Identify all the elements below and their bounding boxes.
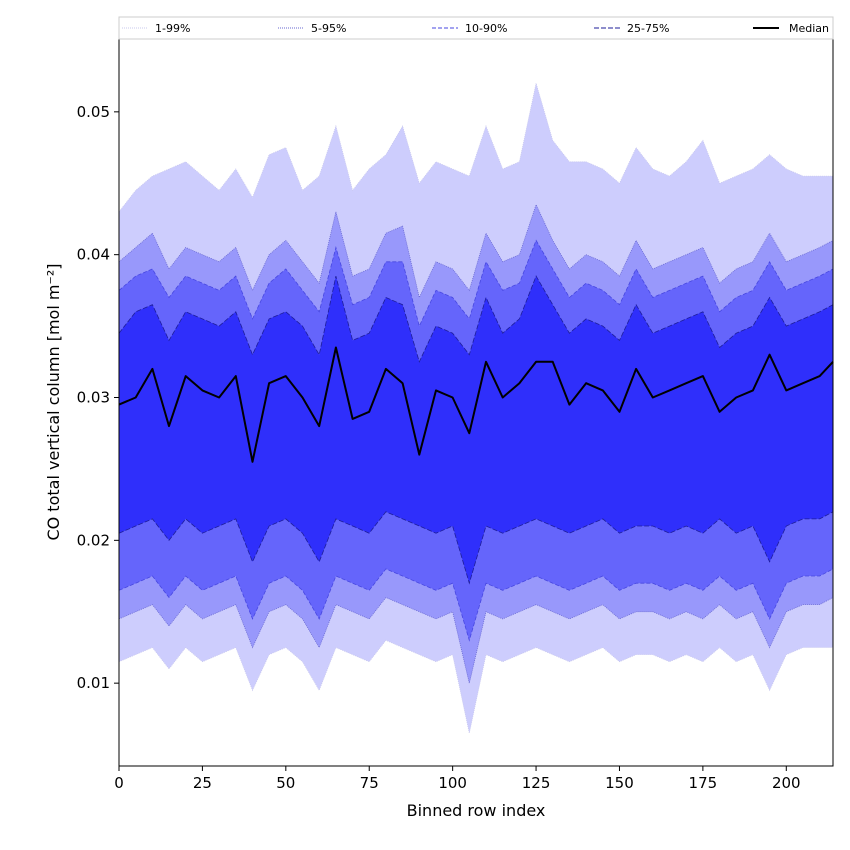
y-tick-label: 0.05 bbox=[77, 103, 110, 121]
median-line bbox=[118, 346, 834, 463]
legend-label: 5-95% bbox=[311, 22, 346, 35]
percentile-band-lines bbox=[118, 83, 834, 734]
band-line-25-75%-upper bbox=[118, 275, 834, 363]
band-line-1-99%-upper bbox=[118, 83, 833, 213]
legend-label-median: Median bbox=[789, 22, 829, 35]
x-tick-label: 200 bbox=[772, 774, 801, 792]
band-line-10-90%-upper bbox=[118, 239, 834, 328]
y-tick-label: 0.02 bbox=[77, 531, 110, 549]
x-axis-ticks: 0 25 50 75 100 125 150 175 200 bbox=[114, 766, 801, 792]
x-tick-label: 75 bbox=[360, 774, 379, 792]
x-tick-label: 0 bbox=[114, 774, 124, 792]
x-tick-label: 125 bbox=[522, 774, 551, 792]
band-25-75% bbox=[119, 276, 833, 584]
x-tick-label: 150 bbox=[605, 774, 634, 792]
legend-label: 25-75% bbox=[627, 22, 669, 35]
legend-label: 1-99% bbox=[155, 22, 190, 35]
x-tick-label: 175 bbox=[689, 774, 718, 792]
legend-label: 10-90% bbox=[465, 22, 507, 35]
band-line-1-99%-lower bbox=[118, 639, 833, 734]
y-tick-label: 0.01 bbox=[77, 674, 110, 692]
x-tick-label: 100 bbox=[438, 774, 467, 792]
y-tick-label: 0.03 bbox=[77, 389, 110, 407]
legend-box bbox=[118, 16, 834, 40]
legend: 1-99% 5-95% 10-90% 25-75% Median bbox=[118, 16, 834, 40]
band-line-25-75%-lower bbox=[118, 511, 834, 585]
x-axis-label: Binned row index bbox=[407, 801, 546, 820]
band-line-5-95%-upper bbox=[118, 203, 834, 299]
x-tick-label: 25 bbox=[193, 774, 212, 792]
band-line-5-95%-lower bbox=[118, 597, 834, 684]
percentile-bands bbox=[119, 83, 833, 734]
median-line-layer bbox=[118, 346, 834, 463]
y-axis-label: CO total vertical column [mol m⁻²] bbox=[44, 263, 63, 540]
x-tick-label: 50 bbox=[276, 774, 295, 792]
y-tick-label: 0.04 bbox=[77, 246, 110, 264]
y-axis-ticks: 0.01 0.02 0.03 0.04 0.05 bbox=[77, 103, 119, 692]
band-line-10-90%-lower bbox=[118, 568, 834, 642]
